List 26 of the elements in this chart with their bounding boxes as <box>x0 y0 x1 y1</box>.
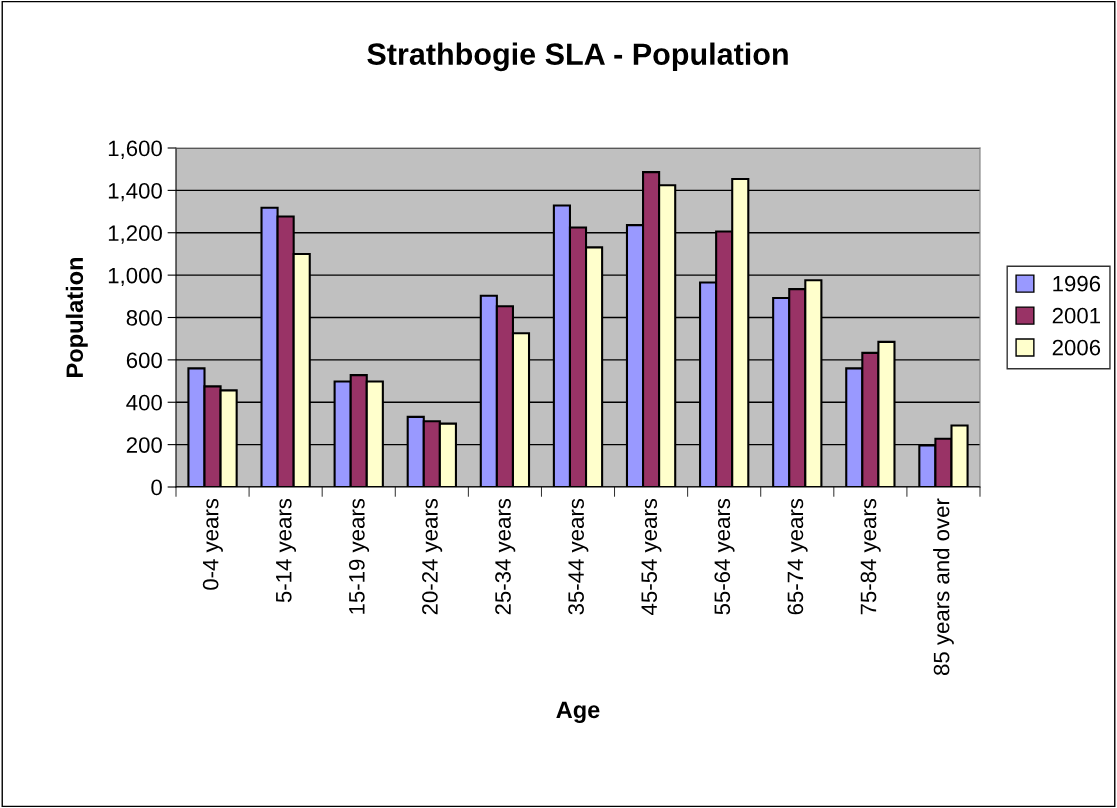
x-tick-label: 5-14 years <box>276 498 296 603</box>
x-tick-label: 15-19 years <box>348 498 370 614</box>
x-axis-title: Age <box>556 701 600 723</box>
legend-label: 2001 <box>1052 307 1100 324</box>
x-tick-label: 45-54 years <box>641 498 662 615</box>
legend-label: 1996 <box>1053 275 1101 292</box>
y-tick-label: 600 <box>126 352 162 369</box>
x-tick-label: 75-84 years <box>860 498 881 615</box>
y-tick-label: 200 <box>126 437 162 453</box>
x-tick-label: 65-74 years <box>787 498 808 615</box>
y-tick-label: 1,400 <box>108 182 162 202</box>
y-tick-label: 400 <box>126 394 162 411</box>
y-tick-label: 1,200 <box>108 225 162 244</box>
chart-title: Strathbogie SLA - Population <box>367 42 788 72</box>
x-tick-label: 0-4 years <box>202 498 223 590</box>
legend-label: 2006 <box>1052 339 1101 356</box>
y-tick-label: 1,000 <box>108 267 162 287</box>
y-axis-title: Population <box>65 257 88 377</box>
x-tick-label: 25-34 years <box>495 498 516 615</box>
y-tick-label: 0 <box>151 479 162 496</box>
x-tick-label: 85 years and over <box>933 498 954 676</box>
x-tick-label: 55-64 years <box>714 498 735 615</box>
x-tick-label: 35-44 years <box>568 498 589 615</box>
x-tick-label: 20-24 years <box>422 498 443 615</box>
y-tick-label: 1,600 <box>108 140 162 159</box>
y-tick-label: 800 <box>126 310 162 326</box>
